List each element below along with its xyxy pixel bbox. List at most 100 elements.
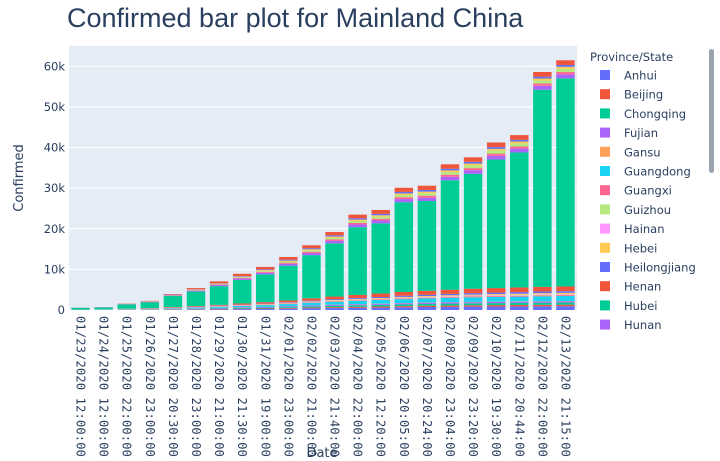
bar-segment[interactable]: [279, 262, 298, 264]
bar-segment[interactable]: [463, 161, 483, 164]
bar-segment[interactable]: [302, 255, 321, 299]
bar-segment[interactable]: [394, 299, 414, 304]
legend-item[interactable]: Heilongjiang: [600, 261, 696, 275]
legend-item[interactable]: Hebei: [600, 241, 657, 255]
bar-segment[interactable]: [371, 223, 390, 294]
bar-segment[interactable]: [463, 168, 483, 171]
legend-item[interactable]: Hubei: [600, 299, 658, 313]
bar-segment[interactable]: [463, 293, 483, 295]
bar-segment[interactable]: [510, 141, 529, 144]
bar-segment[interactable]: [417, 296, 437, 297]
bar-segment[interactable]: [186, 290, 206, 292]
bar-segment[interactable]: [486, 296, 506, 297]
bar-segment[interactable]: [348, 304, 367, 306]
bar-segment[interactable]: [209, 286, 229, 305]
bar-segment[interactable]: [510, 139, 529, 142]
bar-segment[interactable]: [510, 306, 529, 310]
bar-segment[interactable]: [371, 298, 390, 299]
bar-segment[interactable]: [486, 153, 506, 156]
bar-segment[interactable]: [510, 143, 529, 147]
bar-segment[interactable]: [533, 83, 552, 86]
bar-segment[interactable]: [279, 265, 298, 301]
bar-segment[interactable]: [348, 307, 367, 310]
bar-segment[interactable]: [371, 210, 390, 214]
bar-segment[interactable]: [279, 307, 298, 309]
bar-segment[interactable]: [533, 80, 552, 84]
legend-item[interactable]: Fujian: [600, 126, 658, 140]
bar-segment[interactable]: [371, 306, 390, 308]
bar-segment[interactable]: [417, 298, 437, 303]
bar-segment[interactable]: [348, 294, 367, 298]
bar-segment[interactable]: [302, 302, 321, 306]
bar-segment[interactable]: [533, 296, 552, 302]
bar-segment[interactable]: [348, 222, 367, 225]
bar-segment[interactable]: [256, 308, 275, 310]
bar-segment[interactable]: [302, 307, 321, 309]
bar-segment[interactable]: [394, 304, 414, 307]
bar-segment[interactable]: [325, 239, 344, 241]
bar-segment[interactable]: [232, 279, 252, 304]
bar-segment[interactable]: [417, 305, 437, 307]
bar-segment[interactable]: [348, 220, 367, 223]
bar-segment[interactable]: [394, 295, 414, 297]
bar-segment[interactable]: [556, 295, 575, 297]
bar-segment[interactable]: [440, 289, 460, 294]
bar-segment[interactable]: [256, 271, 275, 273]
bar-segment[interactable]: [463, 288, 483, 294]
bar-segment[interactable]: [556, 68, 575, 73]
bar-segment[interactable]: [533, 304, 552, 307]
bar-segment[interactable]: [302, 308, 321, 310]
bar-segment[interactable]: [348, 214, 367, 219]
bar-segment[interactable]: [486, 148, 506, 151]
bar-segment[interactable]: [186, 305, 206, 307]
bar-segment[interactable]: [302, 253, 321, 256]
legend-item[interactable]: Hunan: [600, 318, 662, 332]
bar-segment[interactable]: [256, 302, 275, 304]
bar-segment[interactable]: [556, 60, 575, 65]
bar-segment[interactable]: [163, 307, 183, 308]
bar-segment[interactable]: [256, 269, 275, 271]
bar-segment[interactable]: [394, 202, 414, 293]
bar-segment[interactable]: [232, 275, 252, 277]
bar-segment[interactable]: [556, 66, 575, 69]
bar-segment[interactable]: [209, 281, 229, 284]
bar-segment[interactable]: [510, 292, 529, 294]
bar-segment[interactable]: [556, 304, 575, 307]
bar-segment[interactable]: [117, 304, 136, 309]
bar-segment[interactable]: [510, 294, 529, 296]
bar-segment[interactable]: [394, 307, 414, 310]
bar-segment[interactable]: [556, 78, 575, 287]
bar-segment[interactable]: [417, 297, 437, 299]
bar-segment[interactable]: [486, 147, 506, 149]
bar-segment[interactable]: [440, 306, 460, 310]
bar-segment[interactable]: [325, 300, 344, 301]
bar-segment[interactable]: [371, 215, 390, 217]
bar-segment[interactable]: [325, 304, 344, 306]
bar-segment[interactable]: [510, 152, 529, 288]
bar-segment[interactable]: [325, 237, 344, 240]
bar-segment[interactable]: [533, 306, 552, 310]
bar-segment[interactable]: [302, 250, 321, 252]
bar-segment[interactable]: [556, 64, 575, 67]
bar-segment[interactable]: [556, 294, 575, 296]
bar-segment[interactable]: [556, 74, 575, 79]
bar-segment[interactable]: [533, 78, 552, 81]
bar-segment[interactable]: [533, 294, 552, 295]
bar-segment[interactable]: [486, 150, 506, 154]
bar-segment[interactable]: [463, 296, 483, 298]
bar-segment[interactable]: [371, 213, 390, 216]
bar-segment[interactable]: [163, 295, 183, 297]
bar-segment[interactable]: [486, 296, 506, 302]
bar-segment[interactable]: [533, 295, 552, 297]
bar-segment[interactable]: [510, 296, 529, 302]
bar-segment[interactable]: [325, 232, 344, 236]
legend-item[interactable]: Anhui: [600, 69, 657, 83]
bar-segment[interactable]: [371, 293, 390, 298]
bar-segment[interactable]: [348, 298, 367, 300]
bar-segment[interactable]: [232, 303, 252, 305]
bar-segment[interactable]: [279, 308, 298, 309]
bar-segment[interactable]: [140, 302, 160, 308]
bar-segment[interactable]: [417, 185, 437, 190]
bar-segment[interactable]: [302, 301, 321, 302]
bar-segment[interactable]: [209, 284, 229, 286]
